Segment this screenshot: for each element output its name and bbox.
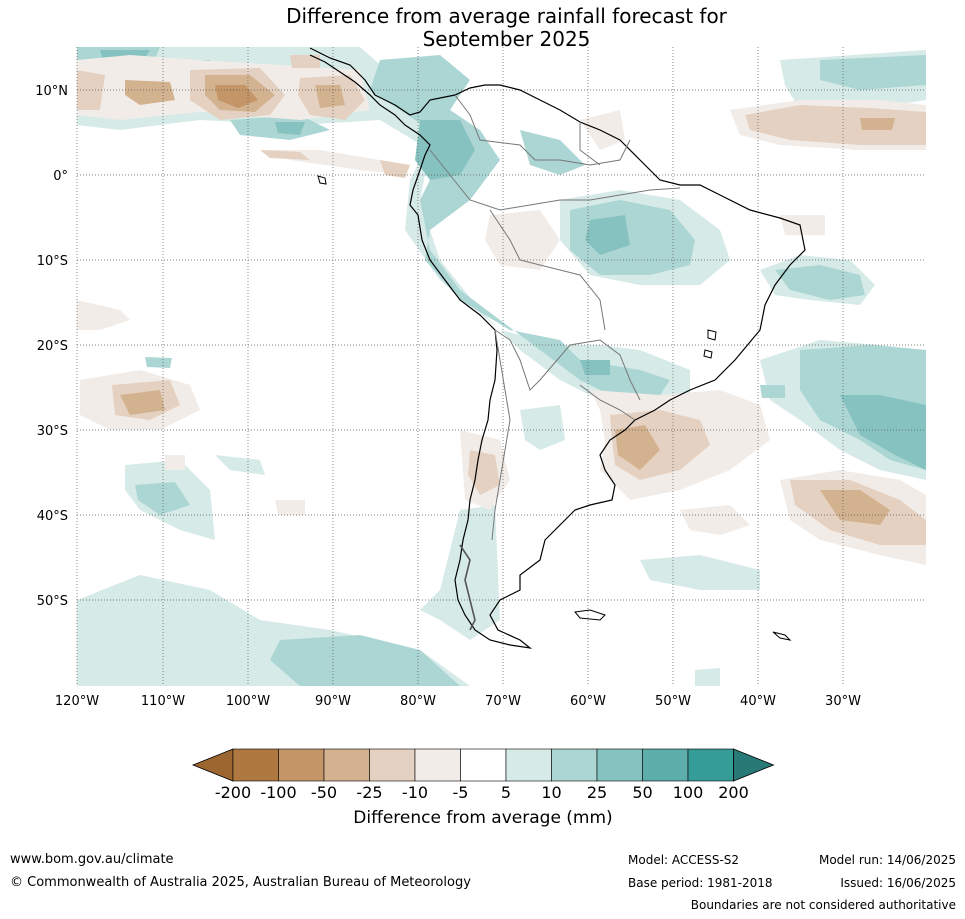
lon-label: 110°W [141,694,185,709]
colorbar-swatch [596,748,643,782]
lat-label: 10°N [35,84,68,99]
colorbar-swatch [414,748,461,782]
lon-label: 40°W [740,694,776,709]
colorbar-tick-label: 10 [541,783,561,802]
colorbar-swatch [551,748,598,782]
colorbar-title: Difference from average (mm) [353,808,613,828]
colorbar-tick-label: -100 [260,783,296,802]
colorbar-tick-label: 25 [587,783,607,802]
footer-model: Model: ACCESS-S2 [628,853,740,867]
latitude-labels: 10°N 0° 10°S 20°S 30°S 40°S 50°S [35,84,68,609]
colorbar-extend-low [191,748,234,782]
lon-label: 80°W [400,694,436,709]
lon-label: 90°W [315,694,351,709]
colorbar-swatch [323,748,370,782]
colorbar-tick-label: -25 [356,783,382,802]
lon-label: 50°W [655,694,691,709]
colorbar-swatch [505,748,552,782]
colorbar-tick-label: 50 [632,783,652,802]
map-title-line1: Difference from average rainfall forecas… [286,4,727,28]
lon-label: 120°W [55,694,99,709]
footer-issued: Issued: 16/06/2025 [840,876,956,890]
lat-label: 40°S [37,509,68,524]
colorbar-swatch [460,748,507,782]
colorbar-swatch [278,748,325,782]
lon-label: 70°W [485,694,521,709]
lon-label: 30°W [825,694,861,709]
coastlines [309,47,806,649]
colorbar-swatch [642,748,689,782]
colorbar: -200 -100 -50 -25 -10 -5 5 10 25 50 100 200 [191,748,775,802]
lat-label: 0° [53,169,68,184]
footer-copyright: © Commonwealth of Australia 2025, Austra… [10,875,471,890]
lat-label: 50°S [37,594,68,609]
colorbar-tick-label: -5 [453,783,469,802]
longitude-labels: 120°W 110°W 100°W 90°W 80°W 70°W 60°W 50… [55,694,861,709]
lat-label: 20°S [37,339,68,354]
colorbar-tick-label: -50 [311,783,337,802]
map-title: Difference from average rainfall forecas… [0,5,965,51]
colorbar-tick-label: 5 [501,783,511,802]
footer-url: www.bom.gov.au/climate [10,852,174,867]
lon-label: 100°W [226,694,270,709]
map-title-line2: September 2025 [422,27,591,51]
colorbar-tick-label: -200 [215,783,251,802]
footer-base-period: Base period: 1981-2018 [628,876,773,890]
colorbar-tick-label: 200 [718,783,749,802]
colorbar-tick-label: 100 [673,783,704,802]
gridlines [76,47,926,686]
colorbar-tick-label: -10 [402,783,428,802]
colorbar-extend-high [733,748,775,782]
footer-disclaimer: Boundaries are not considered authoritat… [690,898,956,912]
footer-model-run: Model run: 14/06/2025 [818,853,956,867]
colorbar-swatch [232,748,279,782]
colorbar-swatch [369,748,416,782]
colorbar-swatch [687,748,734,782]
lat-label: 30°S [37,424,68,439]
lat-label: 10°S [37,254,68,269]
lon-label: 60°W [570,694,606,709]
